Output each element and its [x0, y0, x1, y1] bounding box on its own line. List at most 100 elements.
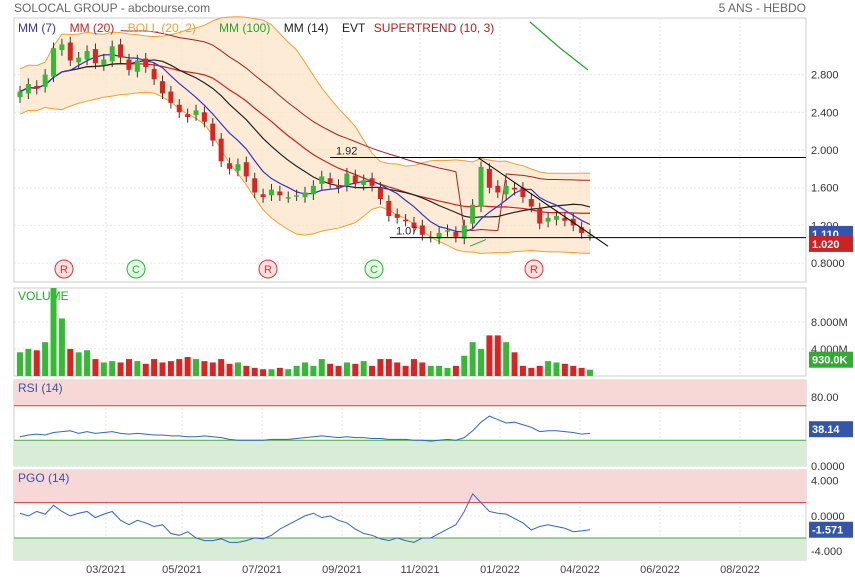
support-trendline	[469, 239, 487, 247]
volume-bar	[570, 365, 577, 376]
volume-bar	[419, 362, 426, 376]
volume-bar	[92, 359, 99, 376]
candle-body	[403, 219, 409, 222]
signal-marker	[258, 259, 278, 279]
candle-body	[478, 166, 484, 207]
mm100-line	[529, 21, 589, 71]
signal-marker	[364, 259, 384, 279]
legend-item: MM (20)	[70, 21, 115, 35]
y-tick-label: 2.000	[811, 145, 839, 157]
legend-item: SUPERTREND (10, 3)	[374, 21, 494, 35]
volume-bar	[25, 348, 32, 376]
volume-bar	[318, 359, 325, 376]
candle-body	[59, 44, 65, 51]
candle-body	[185, 114, 191, 117]
candle-body	[92, 49, 98, 64]
volume-bar	[226, 363, 233, 376]
volume-bar	[511, 352, 518, 376]
rsi-label: RSI (14)	[18, 381, 63, 395]
mm14-line	[19, 59, 591, 219]
candle-body	[436, 232, 442, 239]
rsi-last-value-bg	[809, 421, 853, 438]
volume-bar	[578, 367, 585, 376]
signal-label: R	[530, 264, 538, 276]
x-tick-label: 03/2021	[86, 564, 126, 576]
candle-body	[160, 81, 165, 94]
y-tick-label: 1.600	[811, 183, 839, 195]
volume-bar	[134, 361, 141, 376]
pgo-last-value-bg	[809, 521, 853, 538]
volume-bar	[201, 361, 208, 376]
y-tick-label: 4.000	[811, 476, 839, 488]
candle-body	[227, 163, 233, 169]
candle-body	[76, 57, 82, 63]
candle-body	[151, 68, 157, 80]
signal-marker	[54, 259, 74, 279]
legend-item: BOLL (20, 2)	[128, 21, 196, 35]
candle-body	[553, 216, 559, 220]
price-secondary-value: 1.020	[812, 239, 840, 251]
candle-body	[285, 197, 291, 199]
volume-label: VOLUME	[18, 289, 69, 303]
candle-body	[545, 217, 551, 222]
candle-body	[218, 138, 224, 162]
bollinger-lower	[19, 91, 590, 254]
candle-body	[277, 191, 283, 196]
volume-bar	[209, 362, 216, 376]
signal-label: C	[370, 264, 378, 276]
candle-body	[294, 195, 300, 197]
x-tick-label: 11/2021	[401, 564, 440, 576]
volume-bar	[268, 369, 275, 376]
x-tick-label: 07/2021	[242, 564, 282, 576]
y-tick-label: 2.800	[811, 70, 839, 82]
volume-bar	[545, 361, 552, 376]
y-tick-label: 2.400	[811, 107, 839, 119]
candle-body	[176, 104, 182, 113]
x-tick-label: 09/2021	[322, 564, 362, 576]
volume-bar	[109, 361, 116, 376]
y-tick-label: 0.0000	[811, 461, 845, 473]
candle-body	[268, 189, 274, 196]
rsi-oversold-zone	[14, 440, 806, 466]
chart-period: 5 ANS - HEBDO	[719, 1, 806, 15]
candle-body	[453, 232, 459, 237]
candle-body	[361, 180, 367, 185]
candle-body	[109, 46, 115, 62]
volume-bar	[310, 365, 317, 376]
legend-item: MM (7)	[18, 21, 56, 35]
candle-body	[336, 184, 342, 188]
volume-bar	[385, 359, 392, 376]
signal-label: C	[132, 264, 140, 276]
volume-bar	[394, 362, 401, 376]
candle-body	[260, 194, 266, 198]
volume-last-value: 930.0K	[812, 355, 848, 367]
rsi-overbought-zone	[14, 380, 806, 406]
candle-body	[67, 42, 73, 61]
volume-bar	[360, 361, 367, 376]
volume-bar	[100, 362, 107, 376]
candle-body	[587, 234, 593, 237]
candle-body	[210, 123, 216, 141]
volume-bar	[519, 365, 526, 376]
candle-body	[562, 217, 568, 221]
candle-body	[17, 91, 23, 98]
volume-bar	[260, 369, 267, 376]
legend-item: MM (14)	[284, 21, 329, 35]
volume-bar	[561, 363, 568, 376]
volume-bar	[58, 318, 65, 376]
rsi-line	[19, 415, 591, 442]
candle-body	[84, 51, 90, 60]
volume-bar	[159, 362, 166, 376]
candle-body	[134, 60, 140, 72]
volume-bar	[343, 362, 350, 376]
candle-body	[51, 48, 57, 77]
volume-bar	[50, 288, 57, 376]
volume-bar	[335, 365, 342, 376]
level-label: 1.92	[336, 146, 357, 158]
legend-item: EVT	[342, 21, 366, 35]
volume-bar	[234, 362, 241, 376]
candle-body	[243, 162, 249, 177]
y-tick-label: 8.000M	[811, 317, 848, 329]
volume-bar	[243, 365, 250, 376]
volume-bar	[486, 335, 493, 376]
